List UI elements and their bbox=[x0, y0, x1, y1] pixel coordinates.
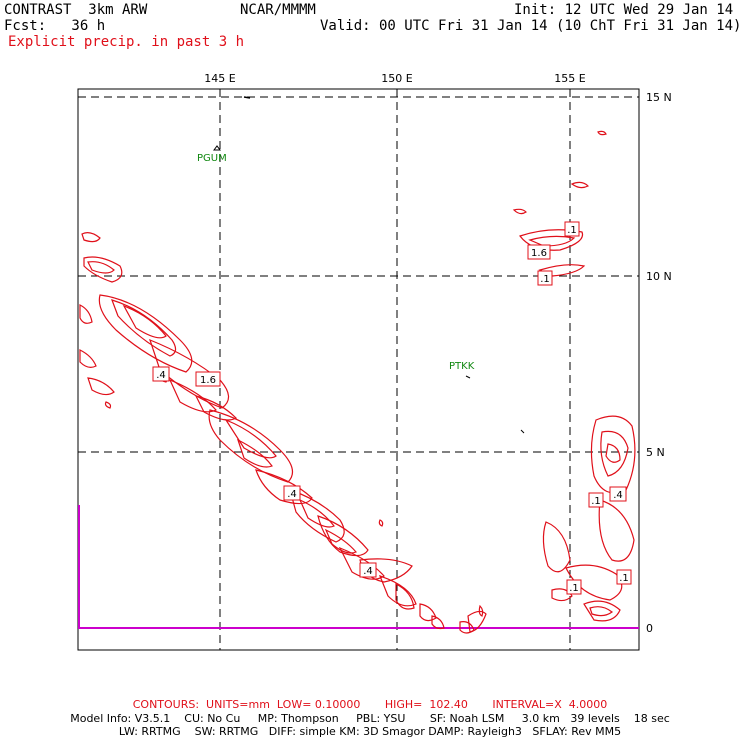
island-marker-icon bbox=[243, 96, 251, 99]
contour-cell bbox=[104, 401, 112, 409]
station-marker-icon bbox=[213, 145, 221, 151]
contour-cell bbox=[98, 294, 193, 373]
contour-cell bbox=[478, 604, 484, 617]
lon-label-155e: 155 E bbox=[554, 72, 585, 85]
contour-cell bbox=[431, 615, 445, 630]
precip-contours-east bbox=[542, 415, 636, 622]
contour-cell bbox=[87, 377, 115, 396]
contour-cell bbox=[338, 546, 385, 580]
contour-label: .4 bbox=[156, 370, 166, 381]
model-title: CONTRAST 3km ARW bbox=[4, 2, 148, 18]
contour-cell bbox=[83, 256, 123, 283]
contour-label: 1.6 bbox=[531, 248, 547, 259]
contour-cell bbox=[512, 208, 527, 215]
contour-cell bbox=[224, 418, 277, 459]
contour-cell bbox=[324, 528, 357, 554]
station-label-ptkk: PTKK bbox=[449, 361, 475, 372]
contour-label: .1 bbox=[540, 274, 550, 285]
contour-cell bbox=[81, 232, 101, 243]
contour-cell bbox=[583, 600, 621, 622]
contour-label: .1 bbox=[569, 583, 579, 594]
field-description: Explicit precip. in past 3 h bbox=[8, 34, 245, 50]
precip-contours-ne bbox=[512, 130, 607, 277]
precip-contours bbox=[79, 232, 487, 634]
contour-label: .1 bbox=[591, 496, 601, 507]
contour-cell bbox=[538, 264, 586, 277]
terrain-boundary-line bbox=[78, 505, 639, 629]
contour-cell bbox=[168, 378, 217, 413]
contour-cell bbox=[378, 519, 384, 527]
contour-cell bbox=[600, 430, 629, 477]
init-time: Init: 12 UTC Wed 29 Jan 14 bbox=[514, 2, 734, 18]
organization-label: NCAR/MMMM bbox=[240, 2, 316, 18]
contour-cell bbox=[149, 338, 230, 409]
contour-cell bbox=[528, 235, 576, 247]
lat-label-5n: 5 N bbox=[646, 446, 665, 459]
contour-cell bbox=[79, 304, 93, 324]
contour-cell bbox=[570, 181, 590, 189]
lat-label-10n: 10 N bbox=[646, 270, 672, 283]
island-marker-icon bbox=[520, 429, 525, 434]
model-info-line2: LW: RRTMG SW: RRTMG DIFF: simple KM: 3D … bbox=[118, 725, 622, 738]
model-info-line1: Model Info: V3.5.1 CU: No Cu MP: Thompso… bbox=[70, 712, 670, 725]
contour-cell bbox=[598, 499, 635, 562]
contour-label: .1 bbox=[619, 573, 629, 584]
contour-cell bbox=[597, 130, 607, 136]
valid-time: Valid: 00 UTC Fri 31 Jan 14 (10 ChT Fri … bbox=[320, 18, 740, 34]
contour-cell bbox=[111, 299, 177, 357]
contour-cell bbox=[551, 588, 573, 602]
contour-cell bbox=[590, 415, 636, 494]
forecast-hour: Fcst: 36 h bbox=[4, 18, 106, 34]
contour-cell bbox=[289, 489, 345, 543]
contour-cell bbox=[467, 610, 487, 633]
contour-label: .4 bbox=[613, 490, 623, 501]
contour-cell bbox=[378, 575, 417, 607]
island-marker-icon bbox=[465, 375, 471, 379]
contour-cell bbox=[419, 603, 437, 622]
contour-cell bbox=[542, 521, 571, 573]
contour-cell bbox=[236, 438, 273, 468]
contour-cell bbox=[79, 349, 97, 368]
contour-cell bbox=[194, 395, 237, 421]
contour-cell bbox=[317, 515, 369, 557]
lon-label-145e: 145 E bbox=[204, 72, 235, 85]
contour-cell bbox=[565, 564, 623, 601]
lat-label-15n: 15 N bbox=[646, 91, 672, 104]
contour-cell bbox=[298, 498, 335, 528]
contour-cell bbox=[589, 606, 613, 617]
contour-labels: .1 1.6 .1 .4 1.6 .4 .4 .1 .4 .1 .1 bbox=[152, 221, 632, 595]
lon-label-150e: 150 E bbox=[381, 72, 412, 85]
contour-cell bbox=[87, 261, 115, 274]
station-label-pgum: PGUM bbox=[197, 153, 227, 164]
contour-label: .1 bbox=[567, 225, 577, 236]
contour-cell bbox=[395, 583, 415, 610]
contour-cell bbox=[122, 304, 167, 339]
contour-info: CONTOURS: UNITS=mm LOW= 0.10000 HIGH= 10… bbox=[132, 698, 608, 711]
contour-cell bbox=[605, 443, 621, 463]
map-frame bbox=[77, 88, 640, 651]
contour-label: .4 bbox=[287, 489, 297, 500]
contour-label: 1.6 bbox=[200, 375, 216, 386]
contour-label: .4 bbox=[363, 566, 373, 577]
contour-cell bbox=[208, 409, 294, 483]
lat-label-0: 0 bbox=[646, 622, 653, 635]
